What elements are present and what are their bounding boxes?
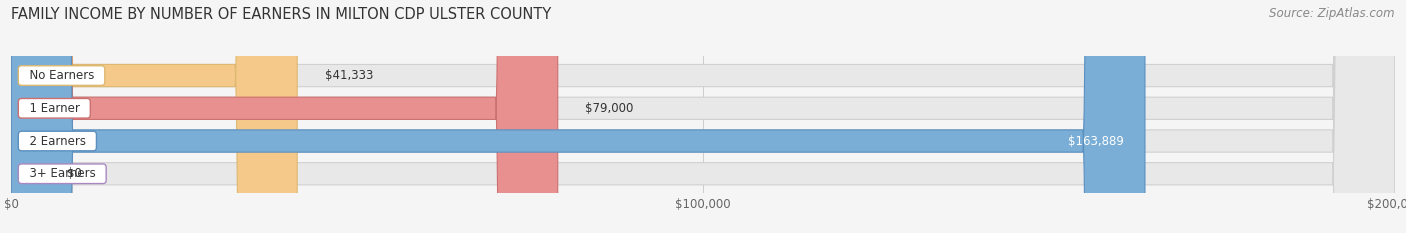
Text: 1 Earner: 1 Earner bbox=[21, 102, 87, 115]
Text: $0: $0 bbox=[66, 167, 82, 180]
Text: $79,000: $79,000 bbox=[585, 102, 634, 115]
Text: FAMILY INCOME BY NUMBER OF EARNERS IN MILTON CDP ULSTER COUNTY: FAMILY INCOME BY NUMBER OF EARNERS IN MI… bbox=[11, 7, 551, 22]
FancyBboxPatch shape bbox=[11, 0, 1395, 233]
FancyBboxPatch shape bbox=[11, 0, 1144, 233]
Text: Source: ZipAtlas.com: Source: ZipAtlas.com bbox=[1270, 7, 1395, 20]
FancyBboxPatch shape bbox=[11, 0, 558, 233]
Text: $163,889: $163,889 bbox=[1069, 134, 1125, 147]
Text: 3+ Earners: 3+ Earners bbox=[21, 167, 103, 180]
Text: No Earners: No Earners bbox=[21, 69, 101, 82]
FancyBboxPatch shape bbox=[11, 0, 1395, 233]
Text: $41,333: $41,333 bbox=[325, 69, 373, 82]
FancyBboxPatch shape bbox=[11, 0, 1395, 233]
FancyBboxPatch shape bbox=[11, 0, 297, 233]
FancyBboxPatch shape bbox=[11, 0, 1395, 233]
Text: 2 Earners: 2 Earners bbox=[21, 134, 93, 147]
